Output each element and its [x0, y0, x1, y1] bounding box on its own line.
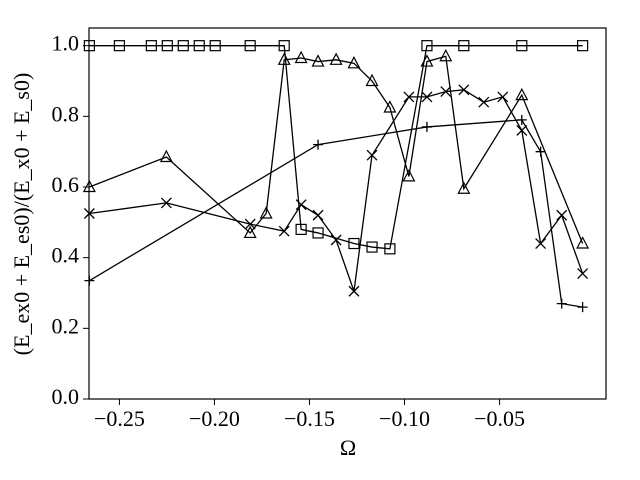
plus-marker	[421, 121, 432, 132]
x-marker	[312, 209, 324, 221]
square-marker	[193, 40, 205, 52]
triangle-marker	[159, 149, 173, 163]
x-marker	[556, 209, 568, 221]
series-line	[89, 55, 584, 244]
x-marker	[497, 91, 509, 103]
square-marker	[244, 40, 256, 52]
y-axis-label: (E_ex0 + E_es0)/(E_x0 + E_s0)	[9, 73, 34, 356]
x-tick-label: −0.15	[284, 406, 335, 431]
x-marker	[278, 225, 290, 237]
y-tick-label: 0.0	[52, 384, 80, 409]
triangle-marker	[329, 52, 343, 65]
square-marker	[348, 237, 360, 250]
y-tick-label: 0.4	[52, 243, 80, 268]
y-tick-label: 1.0	[52, 31, 80, 56]
square-marker	[145, 40, 157, 52]
triangle-marker	[420, 54, 434, 67]
x-axis-label: Ω	[340, 435, 356, 460]
x-tick-label: −0.20	[189, 406, 240, 431]
x-tick-label: −0.10	[379, 406, 430, 431]
triangle-marker	[439, 48, 453, 62]
triangle-marker	[515, 87, 529, 101]
x-marker	[440, 86, 452, 98]
x-marker	[478, 96, 490, 108]
x-marker	[295, 199, 307, 211]
triangle-marker	[243, 225, 257, 239]
triangle-marker	[277, 52, 291, 65]
square-marker	[312, 227, 324, 239]
plus-marker	[577, 302, 588, 313]
y-tick-label: 0.8	[52, 101, 80, 126]
triangle-marker	[347, 56, 361, 69]
plus-marker	[313, 139, 324, 150]
square-marker	[177, 40, 189, 52]
y-tick-label: 0.2	[52, 313, 80, 338]
triangle-marker	[402, 169, 416, 182]
triangle-marker	[294, 50, 308, 64]
plus-marker	[516, 114, 527, 125]
series-line	[89, 89, 584, 292]
x-marker	[403, 91, 415, 103]
x-marker	[330, 234, 342, 246]
triangle-marker	[259, 206, 273, 219]
square-marker	[209, 40, 221, 52]
x-marker	[348, 285, 360, 297]
triangle-marker	[311, 54, 325, 67]
square-marker	[295, 223, 307, 235]
triangle-marker	[383, 100, 397, 113]
square-marker	[458, 40, 470, 52]
plot-frame	[88, 27, 607, 400]
y-tick-label: 0.6	[52, 172, 80, 197]
series-line	[89, 45, 583, 250]
x-tick-label: −0.05	[474, 406, 525, 431]
x-marker	[577, 268, 589, 280]
triangle-marker	[457, 181, 471, 194]
square-marker	[278, 40, 290, 52]
series-line	[89, 119, 583, 308]
square-marker	[113, 40, 126, 52]
square-marker	[516, 40, 528, 52]
x-marker	[458, 84, 470, 96]
square-marker	[421, 40, 433, 52]
square-marker	[577, 40, 589, 52]
x-marker	[516, 125, 528, 136]
square-marker	[366, 241, 378, 253]
x-marker	[421, 91, 433, 103]
square-marker	[161, 40, 173, 52]
x-tick-label: −0.25	[94, 406, 145, 431]
x-marker	[366, 149, 378, 161]
x-marker	[244, 218, 256, 230]
plus-marker	[556, 298, 567, 309]
x-marker	[535, 238, 547, 249]
x-marker	[160, 197, 172, 209]
square-marker	[384, 243, 396, 255]
triangle-marker	[365, 73, 379, 87]
plus-marker	[535, 146, 546, 157]
triangle-marker	[576, 236, 590, 249]
